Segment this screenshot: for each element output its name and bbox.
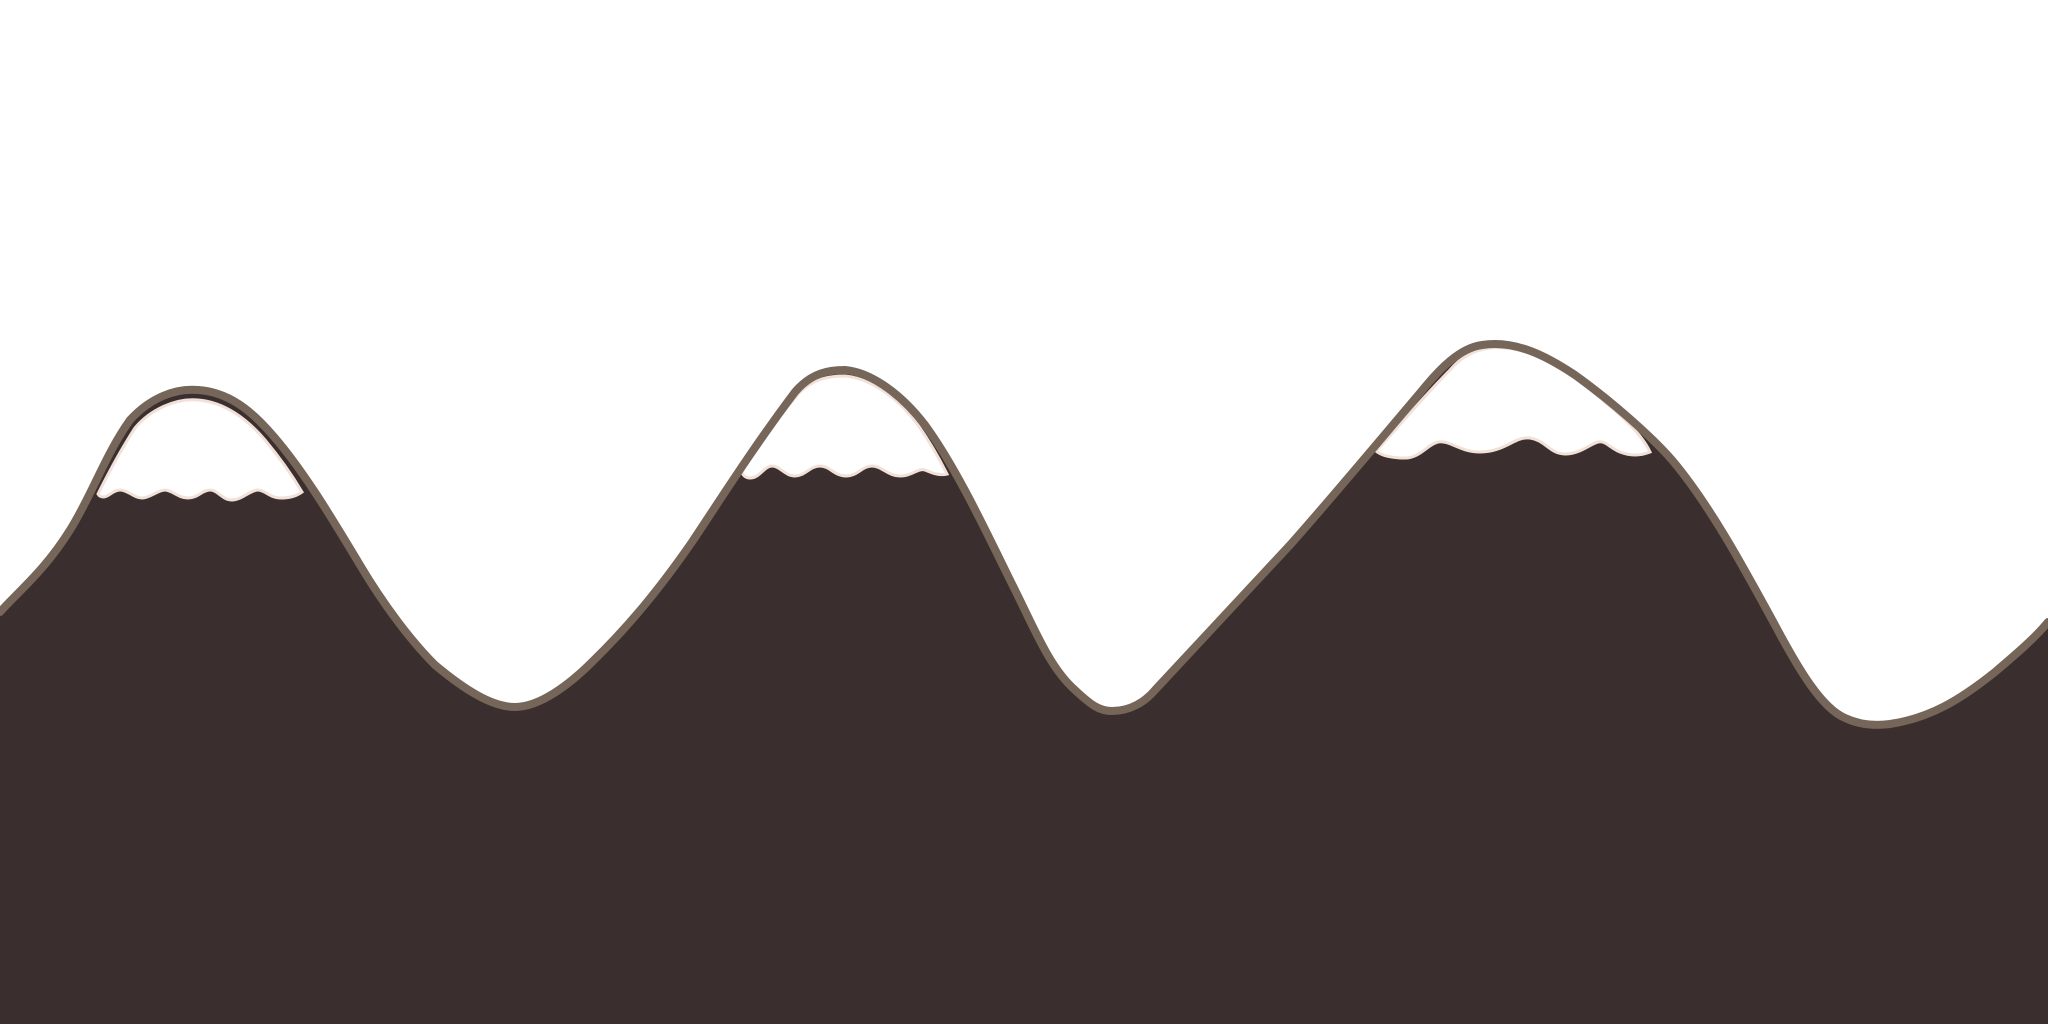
right-peak-snow-cap: [1373, 346, 1653, 460]
left-peak-snow-cap: [96, 398, 304, 502]
mountain-range: [0, 344, 2048, 1024]
mountain-ridge-outline: [0, 340, 2048, 729]
